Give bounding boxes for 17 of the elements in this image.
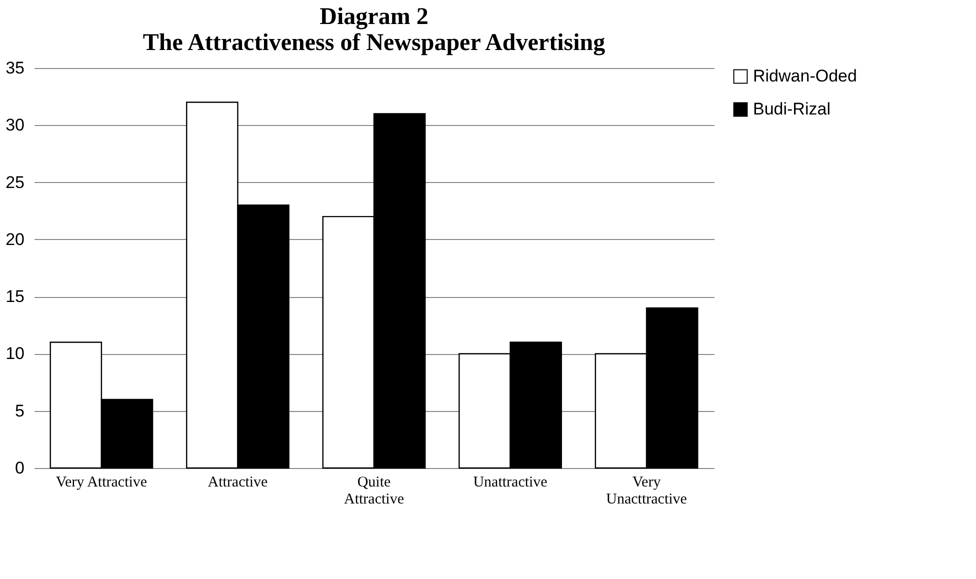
x-tick-label: Very Attractive: [56, 474, 148, 490]
text: The Attractiveness of Newspaper Advertising: [142, 30, 606, 56]
x-tick-label: Quite Attractive: [344, 474, 404, 508]
y-tick-label: 30: [6, 116, 24, 135]
y-tick-label: 15: [6, 287, 24, 306]
y-tick-label: 25: [6, 172, 24, 192]
y-tick-label: 5: [15, 401, 24, 420]
y-tick-label: 20: [6, 230, 24, 249]
legend-label: Ridwan-Oded: [753, 66, 857, 86]
x-tick-label: Unattractive: [473, 474, 548, 490]
x-tick-label: Attractive: [208, 474, 268, 490]
x-tick-label: Very Unacttractive: [606, 474, 688, 508]
legend-label: Budi-Rizal: [753, 100, 830, 118]
text: Diagram 2: [320, 4, 428, 30]
y-tick-label: 35: [6, 58, 24, 78]
y-tick-label: 10: [6, 344, 24, 364]
y-tick-label: 0: [15, 458, 24, 478]
